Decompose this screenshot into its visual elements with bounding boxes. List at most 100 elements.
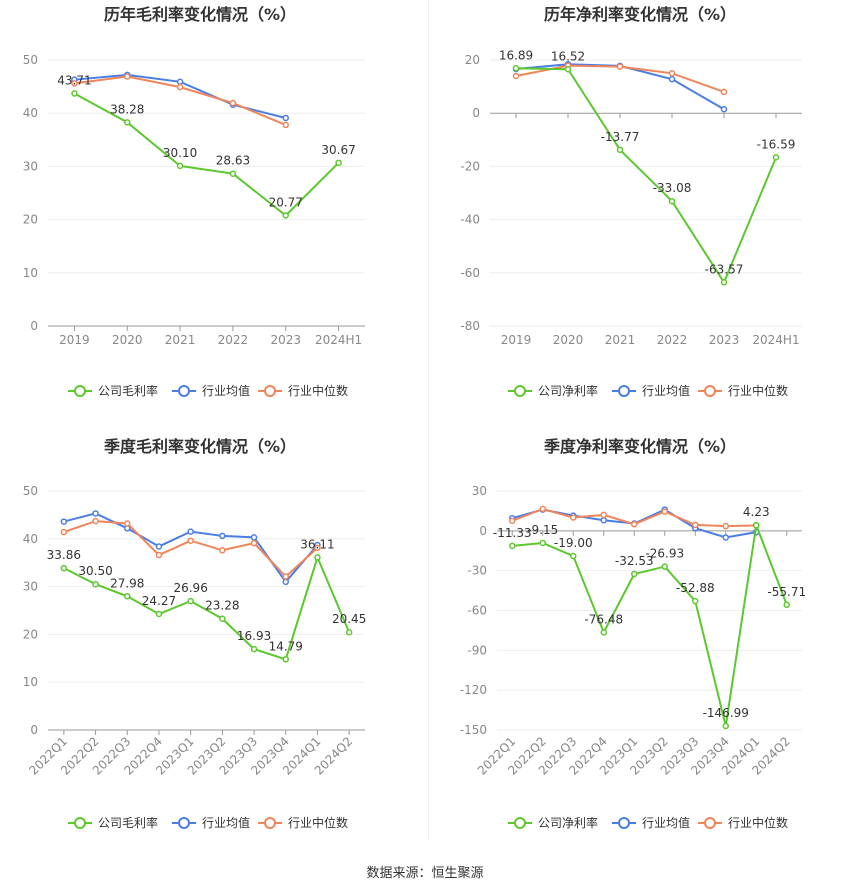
legend-marker [618,817,630,829]
data-point [124,520,131,527]
y-tick-label: -60 [467,604,487,618]
data-point [570,514,577,521]
y-tick-label: -60 [460,266,480,280]
legend-marker [264,817,276,829]
data-label: 30.50 [78,564,112,578]
chart-title: 历年毛利率变化情况（%） [104,5,296,24]
data-point [282,578,289,586]
legend-label: 行业均值 [642,383,690,398]
data-label: -146.99 [703,706,749,720]
data-point [539,539,546,547]
data-point [512,65,520,72]
data-point [124,119,131,126]
data-label: 24.27 [142,594,176,608]
legend-item: 行业均值 [172,815,250,830]
legend-marker [704,817,716,829]
x-tick-label: 2022 [218,333,249,347]
x-tick-label: 2024H1 [315,333,362,347]
y-tick-label: 20 [23,213,38,227]
x-tick-label: 2020 [112,333,143,347]
legend-label: 公司毛利率 [98,383,158,398]
data-point [282,121,289,129]
data-label: -11.33 [493,526,532,540]
legend-label: 行业均值 [202,815,250,830]
data-point [187,528,194,535]
y-tick-label: 50 [23,53,38,67]
y-tick-label: -80 [460,319,480,333]
data-point [219,547,226,554]
legend-item: 公司毛利率 [68,815,158,830]
y-tick-label: -30 [467,564,487,578]
data-label: 27.98 [110,576,144,590]
data-point [720,279,728,286]
legend-marker [618,385,630,397]
data-point [282,656,289,663]
data-point [772,154,780,161]
legend-label: 公司净利率 [538,815,598,830]
data-point [539,505,546,513]
legend-marker [264,385,276,397]
data-label: 4.23 [743,505,770,519]
data-point [92,510,99,517]
data-point [783,601,790,609]
data-label: -9.15 [527,523,558,537]
data-label: 43.71 [57,73,91,87]
data-point [187,597,194,605]
data-point [92,517,99,525]
data-point [692,521,699,529]
chart-title: 季度毛利率变化情况（%） [103,437,296,456]
legend-label: 公司净利率 [538,383,598,398]
data-label: -55.71 [767,585,806,599]
data-label: -19.00 [554,536,593,550]
x-tick-label: 2019 [59,333,90,347]
y-tick-label: 20 [465,53,480,67]
data-point [124,73,131,80]
data-label: -33.08 [653,181,692,195]
data-point [219,532,226,540]
annual-net-margin-chart: 历年净利率变化情况（%） -80 -60 -40 -20 0 20 2019 2020 2021 2… [460,5,802,398]
y-tick-label: -40 [460,213,480,227]
data-point [564,66,572,73]
series-line-0 [512,521,788,727]
y-tick-label: 0 [30,723,38,737]
data-label: 30.67 [321,143,355,157]
data-point [692,597,699,605]
x-tick-label: 2020 [553,333,584,347]
data-label: -63.57 [705,262,744,276]
data-point [155,551,163,559]
legend-label: 行业中位数 [728,815,788,830]
data-point [176,83,184,91]
x-tick-label: 2022 [657,333,688,347]
data-point [250,645,258,653]
y-tick-label: 30 [472,484,487,498]
x-tick-label: 2024H1 [752,333,799,347]
data-point [631,570,638,578]
data-point [250,534,258,541]
legend-marker [74,385,86,397]
data-point [282,212,289,219]
data-point [71,80,78,87]
data-point [92,580,99,588]
y-tick-label: 20 [23,627,38,641]
data-point [722,522,729,530]
data-point [722,534,729,541]
legend-label: 行业中位数 [288,383,348,398]
data-point [229,170,237,177]
data-label: 14.79 [269,639,303,653]
legend-item: 行业均值 [172,383,250,398]
quarterly-net-margin-chart: 季度净利率变化情况（%）-150-120-90-60-300302022Q120… [460,437,806,830]
legend-item: 行业中位数 [258,815,348,830]
data-point [176,78,184,86]
y-tick-label: 0 [30,319,38,333]
y-tick-label: 10 [23,675,38,689]
data-point [512,72,520,80]
legend-marker [178,817,190,829]
legend-label: 行业中位数 [288,815,348,830]
x-tick-label: 2023 [709,333,740,347]
data-point [250,539,258,547]
vertical-divider [428,0,429,840]
chart-title: 季度净利率变化情况（%） [543,437,736,456]
data-point [600,629,607,636]
legend-marker [178,385,190,397]
